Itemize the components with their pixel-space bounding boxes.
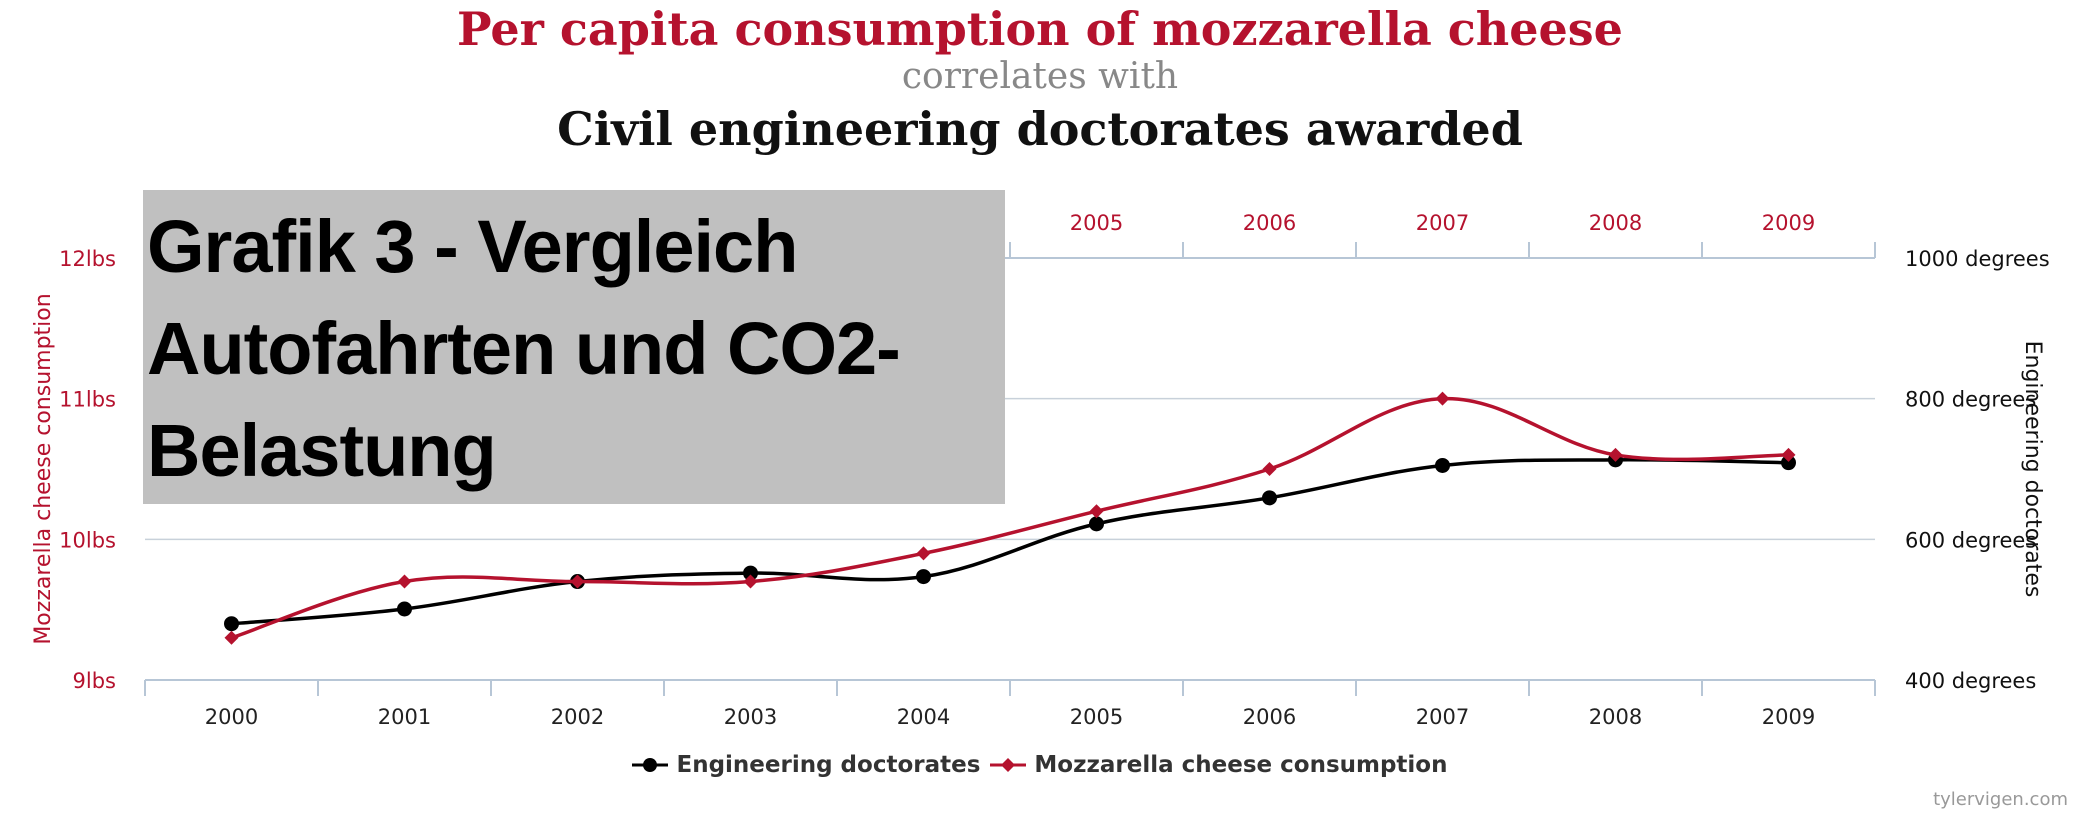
chart-subtitle: Civil engineering doctorates awarded [557, 102, 1523, 156]
left-tick-label: 9lbs [73, 669, 116, 693]
source-credit[interactable]: tylervigen.com [1933, 789, 2068, 810]
data-point-mozzarella [570, 574, 585, 589]
left-tick-label: 12lbs [59, 247, 116, 271]
data-point-mozzarella [1435, 391, 1450, 406]
overlay-banner: Grafik 3 - Vergleich Autofahrten und CO2… [143, 190, 1005, 504]
data-point-engineering [916, 569, 931, 585]
data-point-engineering [1781, 455, 1796, 471]
top-tick-label: 2008 [1589, 211, 1642, 235]
right-tick-label: 800 degrees [1905, 388, 2036, 412]
x-tick-label: 2008 [1589, 705, 1642, 729]
x-tick-label: 2004 [897, 705, 950, 729]
data-point-mozzarella [1262, 462, 1277, 476]
chart-title: Per capita consumption of mozzarella che… [457, 2, 1623, 56]
data-point-mozzarella [1781, 447, 1796, 462]
legend-label-engineering: Engineering doctorates [676, 752, 981, 778]
data-point-engineering [1089, 516, 1104, 532]
chart-connector: correlates with [901, 56, 1179, 97]
data-point-engineering [1435, 457, 1450, 473]
right-tick-label: 600 degrees [1905, 528, 2036, 552]
data-point-mozzarella [743, 574, 758, 589]
data-point-engineering [743, 565, 758, 581]
x-tick-label: 2000 [205, 705, 258, 729]
legend-label-mozzarella: Mozzarella cheese consumption [1034, 752, 1448, 778]
legend-swatch-engineering [632, 758, 669, 772]
x-tick-label: 2005 [1070, 705, 1123, 729]
left-axis-title: Mozzarella cheese consumption [31, 293, 56, 644]
x-tick-label: 2001 [378, 705, 431, 729]
data-point-mozzarella [1089, 504, 1104, 519]
data-point-mozzarella [397, 574, 412, 589]
x-tick-label: 2003 [724, 705, 777, 729]
x-tick-label: 2006 [1243, 705, 1296, 729]
series-line-mozzarella [230, 396, 1789, 640]
top-tick-label: 2005 [1070, 211, 1123, 235]
x-tick-label: 2002 [551, 705, 604, 729]
overlay-text: Grafik 3 - Vergleich Autofahrten und CO2… [147, 205, 901, 492]
right-axis-title: Engineering doctorates [2020, 341, 2045, 598]
right-tick-label: 1000 degrees [1905, 247, 2050, 271]
data-point-engineering [1262, 490, 1277, 506]
left-tick-label: 10lbs [59, 528, 116, 552]
right-tick-label: 400 degrees [1905, 669, 2036, 693]
data-point-mozzarella [224, 630, 239, 645]
left-tick-label: 11lbs [59, 388, 116, 412]
data-point-mozzarella [916, 546, 931, 561]
chart-legend: Engineering doctorates Mozzarella cheese… [0, 752, 2080, 778]
data-point-engineering [224, 616, 239, 632]
legend-swatch-mozzarella [990, 758, 1027, 772]
legend-item-mozzarella[interactable]: Mozzarella cheese consumption [990, 752, 1448, 778]
x-tick-label: 2007 [1416, 705, 1469, 729]
data-point-engineering [397, 601, 412, 617]
top-tick-label: 2009 [1762, 211, 1815, 235]
legend-item-engineering[interactable]: Engineering doctorates [632, 752, 980, 778]
series-line-engineering [231, 458, 1789, 626]
top-tick-label: 2007 [1416, 211, 1469, 235]
top-tick-label: 2006 [1243, 211, 1296, 235]
data-point-mozzarella [1608, 447, 1623, 462]
x-tick-label: 2009 [1762, 705, 1815, 729]
